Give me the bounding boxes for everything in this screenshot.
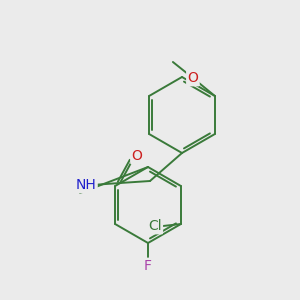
Text: NH: NH <box>76 178 96 192</box>
Text: O: O <box>132 149 142 163</box>
Text: Cl: Cl <box>148 219 162 233</box>
Text: F: F <box>144 259 152 273</box>
Text: O: O <box>188 71 198 85</box>
